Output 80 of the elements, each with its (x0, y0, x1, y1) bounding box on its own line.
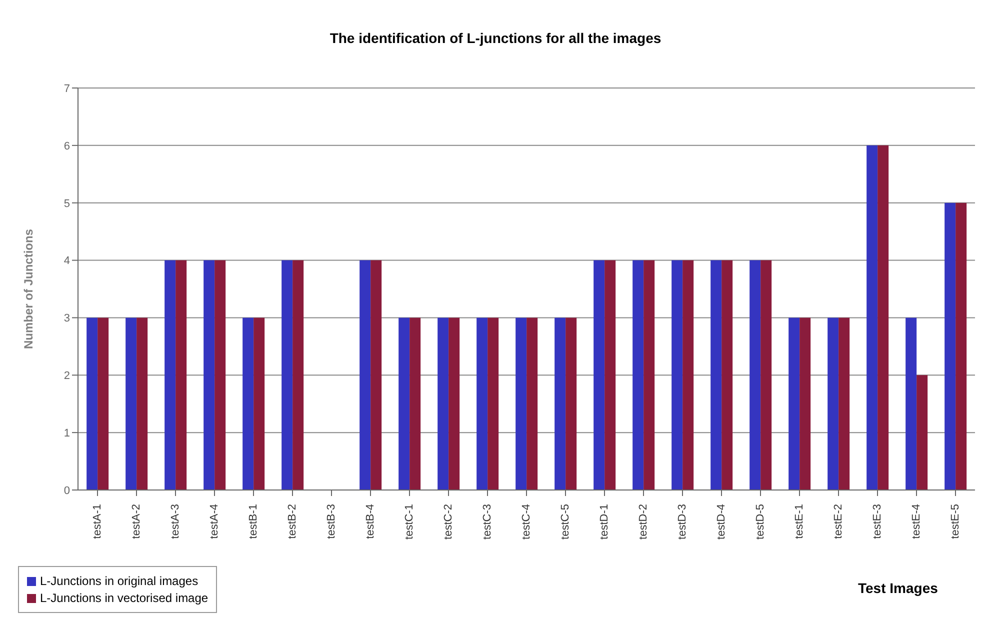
x-axis-title: Test Images (858, 580, 938, 596)
bar (476, 318, 488, 490)
bar (682, 260, 694, 490)
bar (370, 260, 382, 490)
x-tick-label: testB-4 (364, 504, 376, 539)
bar (164, 260, 176, 490)
bar (906, 318, 917, 490)
y-tick-label: 7 (64, 82, 70, 95)
bar (282, 260, 293, 490)
x-tick-label: testA-2 (130, 504, 142, 539)
bar (800, 318, 811, 490)
y-tick-label: 0 (64, 484, 70, 497)
x-tick-label: testB-1 (248, 504, 260, 539)
y-tick-label: 4 (64, 255, 70, 268)
bar (410, 318, 421, 490)
x-tick-label: testA-3 (170, 504, 182, 539)
bar (644, 260, 655, 490)
x-tick-label: testA-4 (208, 504, 220, 539)
x-tick-label: testD-2 (638, 504, 650, 540)
bar (98, 318, 109, 490)
bar (398, 318, 410, 490)
x-tick-label: testE-4 (910, 504, 922, 539)
x-tick-label: testE-2 (832, 504, 844, 539)
y-tick-label: 6 (64, 140, 70, 152)
y-tick-label: 2 (64, 370, 70, 382)
bar (672, 260, 683, 490)
bar (526, 318, 538, 490)
bar (254, 318, 265, 490)
bar (594, 260, 605, 490)
legend-label: L-Junctions in original images (40, 574, 198, 588)
bar (838, 318, 850, 490)
y-tick-label: 1 (64, 427, 70, 440)
bar (710, 260, 722, 490)
x-tick-label: testD-5 (754, 504, 766, 540)
bar (126, 318, 137, 490)
x-tick-label: testE-1 (794, 504, 806, 539)
bar (944, 202, 956, 490)
bar (760, 260, 772, 490)
bar (566, 318, 577, 490)
y-axis-title: Number of Junctions (21, 228, 36, 350)
x-tick-label: testB-3 (326, 504, 338, 539)
x-tick-label: testE-3 (872, 504, 884, 539)
bar (204, 260, 215, 490)
bar (438, 318, 449, 490)
x-tick-label: testD-1 (598, 504, 610, 540)
x-tick-label: testC-2 (442, 504, 454, 540)
bar (516, 318, 527, 490)
bar (214, 260, 226, 490)
bar (136, 318, 148, 490)
bar (360, 260, 371, 490)
chart-title: The identification of L-junctions for all the images (328, 30, 662, 46)
bar (788, 318, 800, 490)
bar (878, 145, 889, 490)
x-tick-label: testA-1 (92, 504, 104, 539)
bar (488, 318, 499, 490)
bar (632, 260, 644, 490)
x-tick-label: testC-4 (520, 504, 532, 540)
legend-label: L-Junctions in vectorised image (40, 591, 208, 605)
x-tick-label: testC-5 (560, 504, 572, 540)
bar (750, 260, 761, 490)
bar (292, 260, 304, 490)
bar (916, 375, 928, 490)
bar (604, 260, 616, 490)
x-tick-label: testC-3 (482, 504, 494, 540)
bar (176, 260, 187, 490)
bar (242, 318, 254, 490)
bar (828, 318, 839, 490)
y-tick-label: 5 (64, 198, 70, 210)
x-tick-label: testD-3 (676, 504, 688, 540)
x-tick-label: testD-4 (716, 504, 728, 540)
bar (956, 202, 967, 490)
bar (554, 318, 566, 490)
bar (722, 260, 733, 490)
x-tick-label: testB-2 (286, 504, 298, 539)
bar (448, 318, 460, 490)
x-tick-label: testE-5 (950, 504, 962, 539)
bar (866, 145, 878, 490)
bar (86, 318, 98, 490)
x-tick-label: testC-1 (404, 504, 416, 540)
y-tick-label: 3 (64, 312, 70, 325)
